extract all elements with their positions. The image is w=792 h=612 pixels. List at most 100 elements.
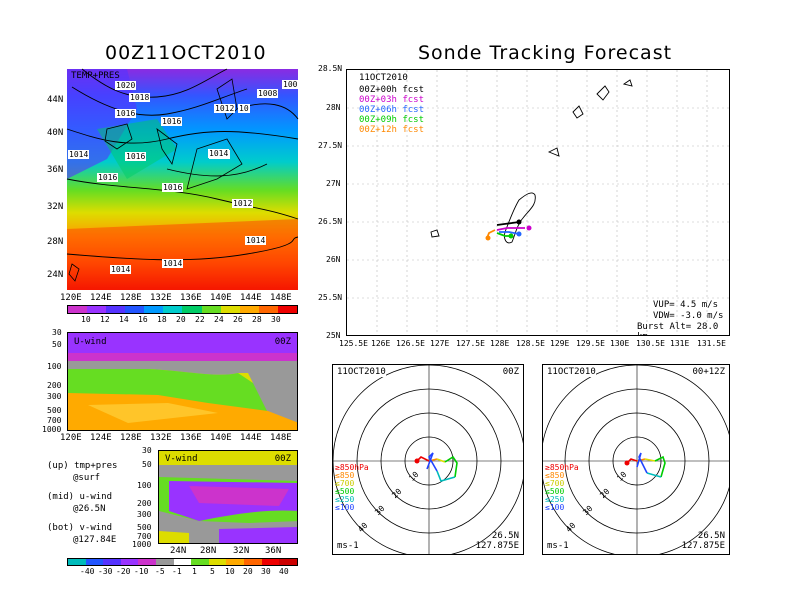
isobar-label: 1016 [115, 109, 137, 118]
isobar-label: 1014 [110, 265, 132, 274]
vdw-readout: VDW= -3.0 m/s [653, 311, 724, 321]
v-wind-label: V-wind [165, 454, 198, 464]
temp-x-tick: 132E [150, 293, 172, 303]
colorbar-swatch [87, 306, 107, 313]
wind-colorbar-label: 5 [210, 567, 215, 576]
level-label: ≤500 [545, 487, 565, 496]
u-x-tick: 148E [270, 433, 292, 443]
forecast-label: 00Z+12h fcst [359, 125, 425, 135]
level-label: ≤850 [545, 471, 565, 480]
colorbar-swatch [191, 559, 209, 565]
v-x-tick: 36N [265, 546, 282, 556]
v-y-tick: 200 [137, 499, 152, 508]
colorbar-swatch [68, 306, 88, 313]
colorbar-swatch [103, 559, 121, 565]
wind-colorbar-label: -20 [116, 567, 131, 576]
legend-line: @127.84E [73, 535, 117, 545]
hodo-left-time: 00Z [502, 367, 519, 377]
lat-tick: 26.5N [318, 217, 343, 226]
temp-y-tick: 32N [47, 202, 64, 212]
u-y-tick: 500 [47, 406, 62, 415]
v-y-tick: 1000 [132, 540, 152, 549]
wind-colorbar-label: -10 [134, 567, 149, 576]
colorbar-swatch [163, 306, 183, 313]
wind-colorbar-label: 30 [261, 567, 271, 576]
lon-tick: 125.5E [339, 339, 368, 348]
level-label: ≤700 [335, 479, 355, 488]
forecast-label: 00Z+09h fcst [359, 115, 425, 125]
tracking-map-panel: 11OCT2010 00Z+00h fcst 00Z+03h fcst 00Z+… [346, 69, 730, 336]
u-x-tick: 136E [180, 433, 202, 443]
colorbar-swatch [244, 559, 262, 565]
isobar-label: 10 [238, 104, 250, 113]
forecast-label: 00Z+06h fcst [359, 105, 425, 115]
temp-y-tick: 28N [47, 237, 64, 247]
colorbar-swatch [68, 559, 86, 565]
u-wind-field [68, 333, 297, 430]
hodo-right-time: 00+12Z [692, 367, 725, 377]
isobar-label: 1008 [257, 89, 279, 98]
u-x-tick: 144E [240, 433, 262, 443]
u-x-tick: 140E [210, 433, 232, 443]
colorbar-swatch [144, 306, 164, 313]
v-y-tick: 700 [137, 532, 152, 541]
v-y-tick: 300 [137, 510, 152, 519]
temp-colorbar-label: 26 [233, 315, 243, 324]
temp-colorbar-label: 22 [195, 315, 205, 324]
burst-readout: Burst Alt= 28.0 km [637, 322, 719, 335]
hodograph-rings [543, 365, 729, 554]
hodo-left-date: 11OCT2010 [337, 367, 386, 377]
temp-x-tick: 136E [180, 293, 202, 303]
colorbar-swatch [120, 559, 139, 565]
colorbar-swatch [220, 306, 240, 313]
colorbar-swatch [85, 559, 104, 565]
v-wind-time: 00Z [274, 454, 291, 464]
isobar-label: 1016 [162, 183, 184, 192]
level-label: ≤250 [335, 495, 355, 504]
temp-x-tick: 148E [270, 293, 292, 303]
hodo-left-unit: ms-1 [337, 541, 359, 551]
lon-tick: 127.5E [456, 339, 485, 348]
hodo-right-unit: ms-1 [547, 541, 569, 551]
level-label: ≤700 [545, 479, 565, 488]
hodo-right-lon: 127.875E [681, 541, 725, 551]
isobar-label: 1016 [161, 117, 183, 126]
isobar-label: 1016 [125, 152, 147, 161]
colorbar-swatch [277, 306, 297, 313]
colorbar-swatch [258, 306, 278, 313]
temp-x-tick: 128E [120, 293, 142, 303]
lon-tick: 130.5E [636, 339, 665, 348]
lat-tick: 28N [326, 103, 341, 112]
level-label: ≤500 [335, 487, 355, 496]
wind-colorbar-label: 1 [192, 567, 197, 576]
temp-colorbar-label: 10 [81, 315, 91, 324]
v-y-tick: 500 [137, 523, 152, 532]
temp-colorbar-label: 30 [271, 315, 281, 324]
legend-line: @26.5N [73, 504, 106, 514]
colorbar-swatch [138, 559, 157, 565]
lon-tick: 126E [371, 339, 391, 348]
colorbar-swatch [208, 559, 227, 565]
temp-colorbar-label: 12 [100, 315, 110, 324]
lon-tick: 127E [430, 339, 450, 348]
level-label: ≥850hPa [545, 463, 579, 472]
wind-colorbar-label: -1 [172, 567, 182, 576]
u-y-tick: 1000 [42, 425, 62, 434]
temp-pres-label: TEMP+PRES [71, 71, 120, 81]
level-label: ≤100 [545, 503, 565, 512]
hodo-left-lon: 127.875E [475, 541, 519, 551]
temp-y-tick: 24N [47, 270, 64, 280]
temp-y-tick: 40N [47, 128, 64, 138]
v-wind-panel: V-wind 00Z [158, 450, 298, 544]
isobar-label: 1014 [68, 150, 90, 159]
map-date: 11OCT2010 [359, 73, 408, 83]
right-title: Sonde Tracking Forecast [418, 42, 673, 64]
lon-tick: 126.5E [396, 339, 425, 348]
lon-tick: 129E [550, 339, 570, 348]
v-y-tick: 100 [137, 481, 152, 490]
u-y-tick: 100 [47, 362, 62, 371]
wind-colorbar-label: -30 [98, 567, 113, 576]
colorbar-swatch [125, 306, 145, 313]
temp-x-tick: 144E [240, 293, 262, 303]
temp-colorbar-label: 18 [157, 315, 167, 324]
